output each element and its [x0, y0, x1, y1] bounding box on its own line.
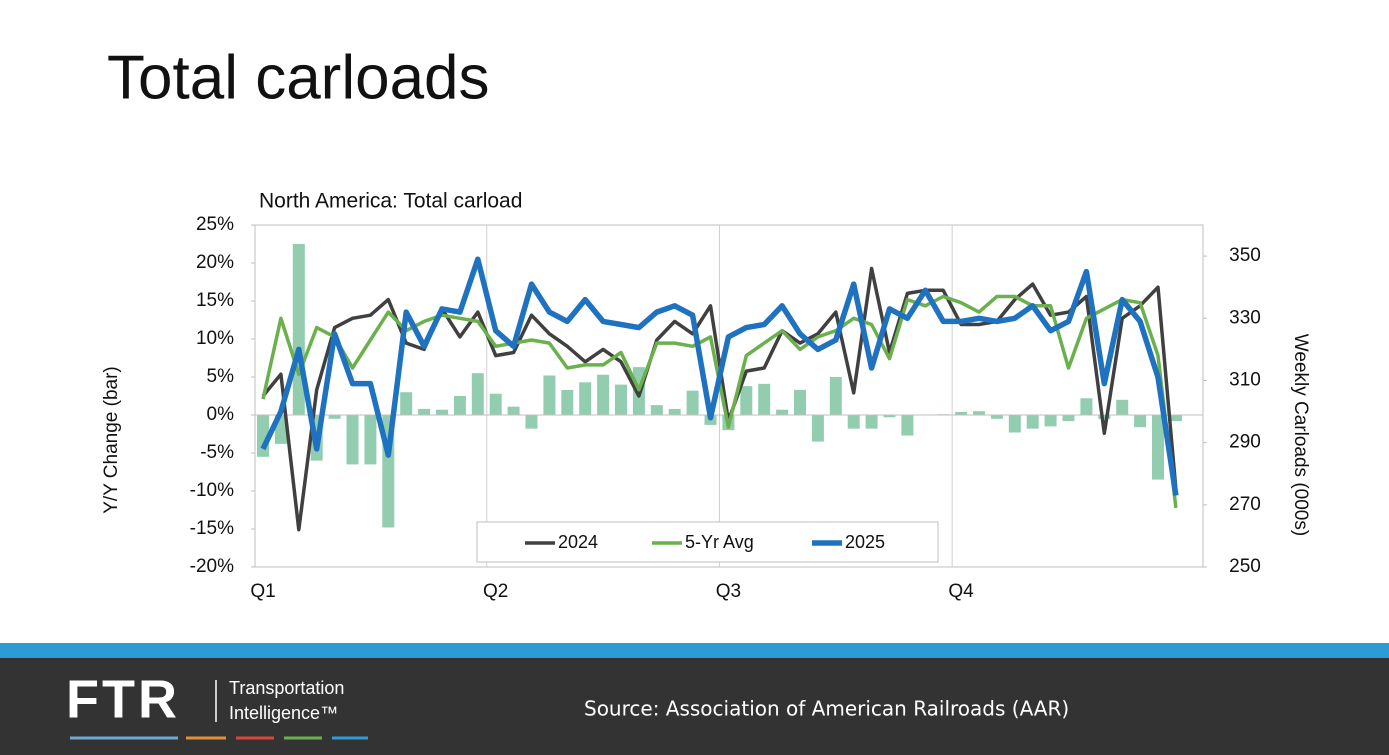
bar — [364, 415, 377, 465]
y2-tick-label: 270 — [1229, 494, 1261, 515]
y2-tick-label: 350 — [1229, 245, 1261, 266]
legend: 2024 5-Yr Avg 2025 — [525, 532, 885, 552]
y2-tick-label: 310 — [1229, 369, 1261, 390]
bar — [1152, 415, 1164, 480]
plot-frame — [254, 224, 1204, 568]
legend-label: 5-Yr Avg — [685, 532, 754, 552]
bar — [1134, 415, 1147, 428]
bar — [328, 415, 341, 419]
bar — [973, 411, 985, 415]
bar — [1008, 415, 1021, 433]
bar — [436, 409, 448, 415]
bar — [525, 415, 538, 429]
bar — [1098, 415, 1111, 419]
legend-label: 2025 — [845, 532, 885, 552]
slide-title: Total carloads — [107, 43, 490, 112]
bar — [811, 415, 824, 442]
y-tick-label: 0% — [207, 404, 235, 425]
bar — [597, 374, 610, 415]
plot: Q1 Q2 Q3 Q4 -20% -15% -10% -5% 0% 5% 10% 15% 20% 25% 2… — [190, 214, 1261, 602]
bar — [865, 415, 878, 429]
y-tick-label: 10% — [196, 328, 234, 349]
bar — [543, 375, 556, 415]
bar — [453, 396, 466, 415]
bar — [829, 377, 842, 415]
bar — [292, 244, 305, 415]
bar — [561, 389, 574, 415]
x-tick-label: Q3 — [716, 581, 741, 602]
bar — [740, 386, 753, 415]
bar — [1080, 398, 1093, 415]
x-tick-label: Q1 — [250, 581, 275, 602]
bar — [489, 393, 502, 415]
bar — [668, 408, 681, 415]
tagline: Transportation — [229, 678, 344, 698]
tagline: Intelligence™ — [229, 703, 338, 723]
bar — [758, 383, 771, 415]
bar — [686, 390, 699, 415]
logo: FTR — [66, 669, 180, 729]
footer — [0, 658, 1389, 755]
y2-tick-label: 290 — [1229, 432, 1261, 453]
y-tick-label: -5% — [200, 442, 234, 463]
source: Source: Association of American Railroad… — [584, 697, 1069, 721]
footer-stripe — [0, 643, 1389, 658]
legend-label: 2024 — [558, 532, 598, 552]
y2-axis-label: Weekly Carloads (000s) — [1290, 334, 1311, 536]
y-tick-label: 15% — [196, 290, 234, 311]
y-tick-label: -20% — [190, 556, 234, 577]
bar — [1169, 415, 1182, 422]
bar — [776, 409, 789, 415]
bar — [400, 392, 413, 415]
y-tick-label: 25% — [196, 214, 234, 235]
bar — [615, 384, 627, 415]
x-tick-label: Q4 — [948, 581, 974, 602]
bar — [471, 373, 484, 415]
line-series — [260, 256, 1179, 496]
x-tick-label: Q2 — [483, 581, 508, 602]
bar — [579, 382, 592, 415]
y2-tick-label: 330 — [1229, 307, 1261, 328]
bar — [507, 406, 520, 415]
bar — [1026, 415, 1039, 429]
bar — [346, 415, 359, 465]
bar — [1062, 415, 1075, 422]
bar — [794, 389, 806, 415]
y2-tick-label: 250 — [1229, 556, 1261, 577]
chart-title: North America: Total carload — [259, 190, 522, 213]
line-series — [261, 266, 1178, 532]
y-tick-label: 5% — [207, 366, 235, 387]
bar — [418, 408, 431, 415]
bar — [1116, 399, 1129, 415]
bar — [901, 415, 914, 436]
y-tick-label: -15% — [190, 518, 234, 539]
bar — [1044, 415, 1057, 427]
y-tick-label: -10% — [190, 480, 234, 501]
y-tick-label: 20% — [196, 252, 234, 273]
y-axis-label: Y/Y Change (bar) — [101, 366, 122, 514]
bar — [990, 415, 1003, 419]
bar — [847, 415, 860, 429]
bar — [955, 411, 968, 415]
bar — [883, 415, 896, 418]
bar — [650, 405, 663, 415]
